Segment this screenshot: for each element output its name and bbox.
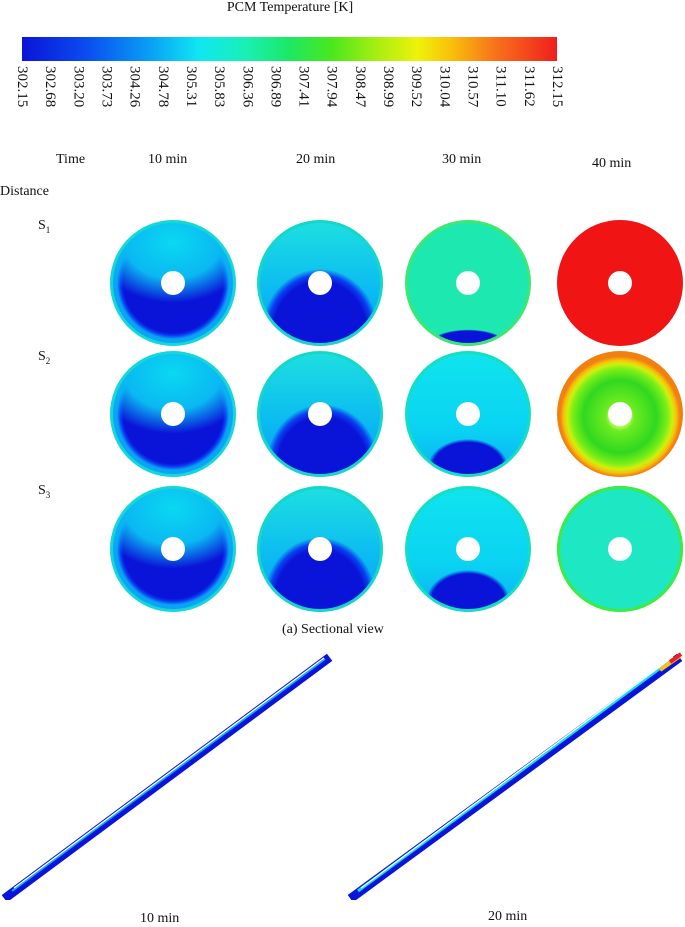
colorbar-tick-label: 308.47 xyxy=(351,66,368,108)
section-s2-30min xyxy=(405,351,531,477)
tube-hole xyxy=(308,271,332,295)
time-label: Time xyxy=(56,152,86,167)
colorbar-tick-label: 311.10 xyxy=(492,66,509,107)
colorbar-tick-label: 304.26 xyxy=(126,66,143,108)
sectional-view-caption: (a) Sectional view xyxy=(282,622,384,637)
tube-hole xyxy=(308,537,332,561)
time-header-10: 10 min xyxy=(148,152,188,167)
colorbar-tick-label: 310.04 xyxy=(436,66,453,108)
tube-hole xyxy=(456,271,480,295)
section-s2-40min xyxy=(557,351,683,477)
colorbar-tick-label: 310.57 xyxy=(464,66,481,108)
section-s2-10min xyxy=(110,351,236,477)
longitudinal-caption-20min: 20 min xyxy=(488,909,528,924)
tube-hole xyxy=(161,537,185,561)
time-header-20: 20 min xyxy=(296,152,336,167)
tube-hole xyxy=(608,402,632,426)
section-s3-30min xyxy=(405,486,531,612)
colorbar-tick-label: 306.36 xyxy=(239,66,256,108)
colorbar-tick-label: 305.31 xyxy=(182,66,199,108)
section-s3-40min xyxy=(557,486,683,612)
time-header-40: 40 min xyxy=(592,156,632,171)
colorbar-tick-label: 312.15 xyxy=(549,66,565,108)
row-label-s1: S1 xyxy=(38,218,51,235)
section-s1-20min xyxy=(257,220,383,346)
section-s2-20min xyxy=(257,351,383,477)
tube-20min xyxy=(347,652,683,900)
time-header-30: 30 min xyxy=(442,152,482,167)
tube-hole xyxy=(308,402,332,426)
row-label-s2: S2 xyxy=(38,349,51,366)
section-s1-30min xyxy=(405,220,531,346)
section-s3-10min xyxy=(110,486,236,612)
row-label-s3: S3 xyxy=(38,483,51,500)
tube-hole xyxy=(608,537,632,561)
section-s3-20min xyxy=(257,486,383,612)
section-s1-40min xyxy=(557,220,683,346)
colorbar-tick-label: 307.41 xyxy=(295,66,312,108)
colorbar-title: PCM Temperature [K] xyxy=(226,0,354,15)
longitudinal-view xyxy=(1,652,683,900)
colorbar-tick-label: 303.20 xyxy=(70,66,87,108)
tube-hole xyxy=(161,271,185,295)
tube-hole xyxy=(456,537,480,561)
tube-10min xyxy=(1,653,333,900)
longitudinal-caption-10min: 10 min xyxy=(140,911,180,926)
colorbar-tick-label: 305.83 xyxy=(211,66,228,108)
colorbar-tick-label: 306.89 xyxy=(267,66,284,108)
tube-hole xyxy=(161,402,185,426)
colorbar-tick-label: 309.52 xyxy=(408,66,425,108)
distance-label: Distance xyxy=(0,184,49,199)
section-s1-10min xyxy=(110,220,236,346)
colorbar-tick-label: 308.99 xyxy=(380,66,397,108)
colorbar-tick-label: 311.62 xyxy=(520,66,537,107)
colorbar-tick-label: 302.15 xyxy=(14,66,30,108)
colorbar-tick-label: 307.94 xyxy=(323,66,340,108)
colorbar-tick-label: 302.68 xyxy=(42,66,59,108)
tube-hole xyxy=(456,402,480,426)
tube-hole xyxy=(608,271,632,295)
colorbar-tick-label: 304.78 xyxy=(154,66,171,108)
colorbar-tick-label: 303.73 xyxy=(98,66,115,108)
colorbar-gradient xyxy=(22,37,557,61)
